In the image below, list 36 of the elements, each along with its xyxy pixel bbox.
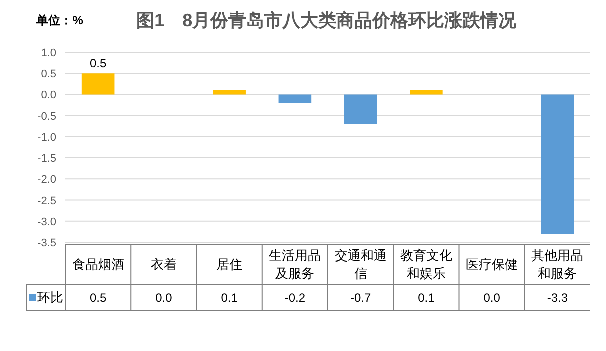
annotation: 0.5 [90, 56, 107, 71]
y-tick-label: -3.0 [38, 216, 57, 228]
data-label: -0.2 [284, 291, 306, 305]
bar [278, 94, 312, 104]
x-tick-label: 生活用品及服务 [269, 248, 322, 281]
x-tick-label: 居住 [216, 257, 243, 272]
y-tick-label: -0.5 [38, 110, 57, 123]
y-tick-label: 0.0 [41, 90, 57, 102]
y-tick-label: 0.5 [41, 68, 57, 81]
data-label: 0.0 [484, 291, 501, 305]
data-label: 0.1 [221, 291, 238, 305]
bar [410, 90, 443, 95]
x-tick-label: 其他用品和服务 [532, 248, 584, 281]
data-label: 0.0 [156, 291, 173, 305]
data-label: -3.3 [547, 291, 568, 305]
bar [344, 94, 378, 124]
x-tick-label: 食品烟酒 [72, 257, 124, 272]
text: 单位：% [36, 14, 84, 28]
x-tick-label: 医疗保健 [466, 257, 518, 272]
y-tick-label: -3.5 [38, 238, 57, 250]
bar [213, 90, 246, 95]
bar [82, 74, 115, 95]
data-label: 0.5 [90, 291, 107, 305]
data-label: 0.1 [418, 291, 436, 305]
legend-label: 环比 [38, 290, 64, 305]
data-label: -0.7 [350, 291, 372, 305]
y-tick-label: -2.5 [38, 195, 57, 208]
y-tick-label: -1.0 [38, 132, 57, 144]
x-tick-label: 教育文化和娱乐 [400, 248, 452, 281]
chart-title: 图1 8月份青岛市八大类商品价格环比涨跌情况 [136, 10, 518, 30]
y-tick-label: -1.5 [38, 153, 57, 166]
y-tick-label: -2.0 [38, 174, 57, 186]
y-tick-label: 1.0 [41, 48, 57, 60]
x-tick-label: 交通和通信 [334, 248, 387, 281]
bar [541, 94, 574, 234]
x-tick-label: 衣着 [150, 257, 177, 272]
